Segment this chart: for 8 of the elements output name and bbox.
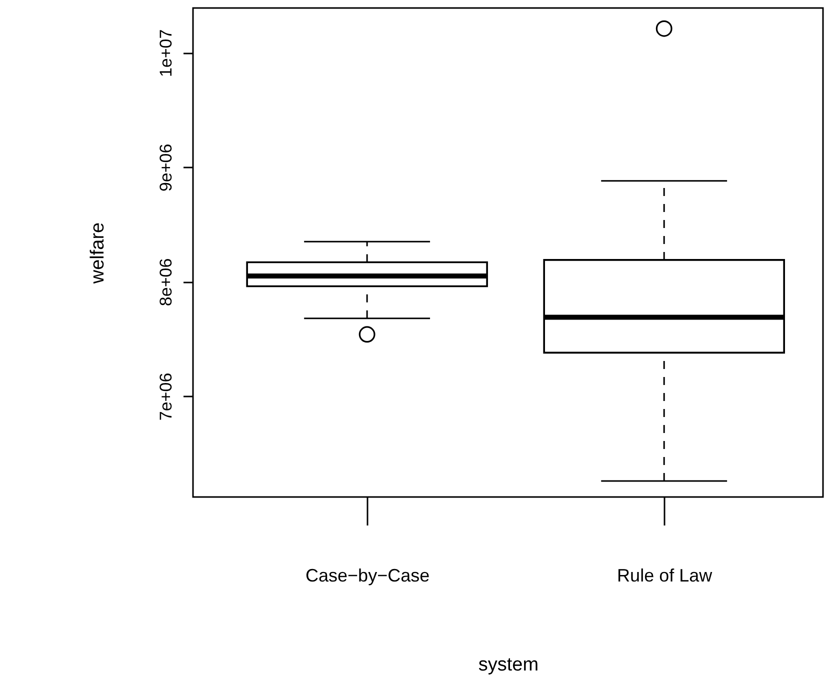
x-axis-title: system: [478, 654, 539, 676]
x-tick-label: Case−by−Case: [306, 566, 430, 586]
y-tick-label: 1e+07: [156, 29, 176, 78]
x-tick-label: Rule of Law: [617, 566, 714, 586]
y-tick-label: 8e+06: [156, 258, 176, 306]
y-axis-title: welfare: [88, 222, 108, 285]
y-tick-label: 9e+06: [156, 144, 176, 192]
y-tick-label: 7e+06: [156, 372, 176, 421]
